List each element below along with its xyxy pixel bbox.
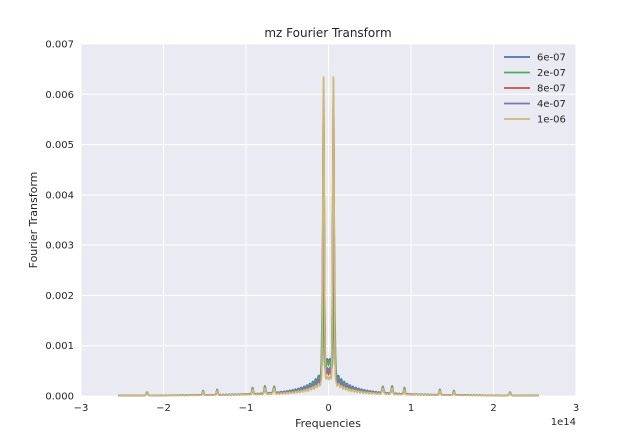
y-tick-label: 0.007	[45, 40, 74, 51]
y-tick-label: 0.003	[45, 241, 74, 252]
y-tick-label: 0.002	[45, 291, 74, 302]
tick-labels: −3 −2 −1 0 1 2 3 0.000 0.001 0.002 0.003 0.004 0.005…	[45, 40, 579, 415]
x-tick-label: −3	[74, 403, 89, 414]
legend-label: 2e-07	[537, 68, 566, 79]
x-tick-label: 2	[490, 403, 496, 414]
x-tick-label: −1	[239, 403, 254, 414]
series-line-4	[117, 76, 540, 397]
legend-label: 4e-07	[537, 99, 566, 110]
y-tick-label: 0.000	[45, 392, 74, 403]
y-tick-label: 0.006	[45, 90, 74, 101]
x-axis-label: Frequencies	[295, 417, 361, 430]
chart-title: mz Fourier Transform	[264, 26, 391, 40]
x-tick-label: 1	[408, 403, 414, 414]
legend: 6e-07 2e-07 8e-07 4e-07 1e-06	[504, 53, 566, 126]
x-offset-text: 1e14	[551, 417, 576, 428]
x-tick-label: −2	[156, 403, 171, 414]
y-axis-label: Fourier Transform	[27, 172, 40, 269]
y-tick-label: 0.001	[45, 341, 74, 352]
legend-label: 6e-07	[537, 53, 566, 64]
y-tick-label: 0.004	[45, 190, 74, 201]
legend-label: 1e-06	[537, 115, 566, 126]
legend-label: 8e-07	[537, 84, 566, 95]
series-lines	[117, 76, 540, 397]
x-tick-label: 0	[325, 403, 331, 414]
x-tick-label: 3	[573, 403, 579, 414]
y-tick-label: 0.005	[45, 140, 74, 151]
